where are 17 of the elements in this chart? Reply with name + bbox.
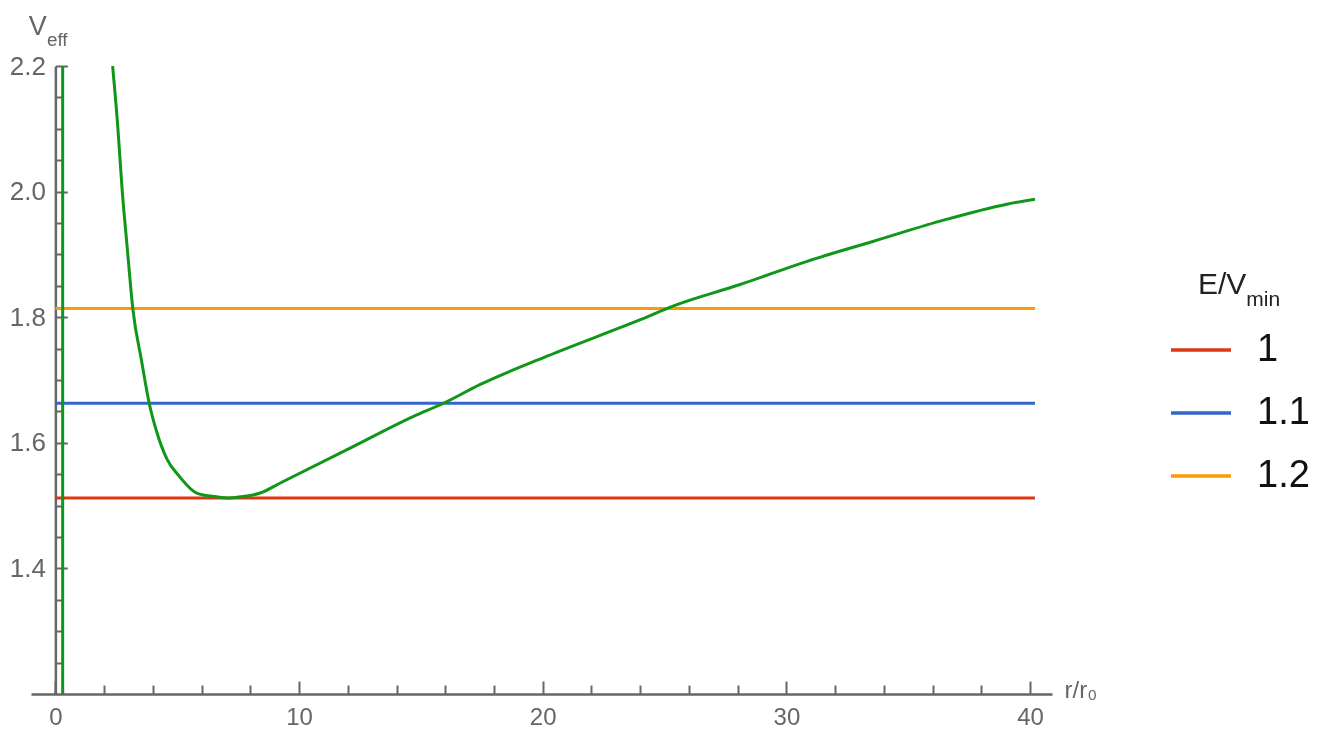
y-tick-label: 1.6 <box>9 427 46 458</box>
y-axis-title: V$_{eff}$ <box>28 10 69 49</box>
y-tick-label: 2.2 <box>9 50 46 81</box>
x-tick-label: 40 <box>1017 702 1044 730</box>
legend-label: 1 <box>1257 327 1279 369</box>
x-tick-label: 20 <box>529 702 557 730</box>
x-tick-label: 10 <box>286 702 313 730</box>
x-axis-title: r/r₀ <box>1064 675 1098 703</box>
y-tick-label: 2.0 <box>9 176 46 207</box>
legend-label: 1.2 <box>1257 453 1310 495</box>
x-tick-label: 30 <box>773 702 801 730</box>
x-tick-label: 0 <box>49 702 63 730</box>
legend-title: E/V$_{min}$ <box>1197 267 1281 310</box>
y-tick-label: 1.4 <box>9 552 46 583</box>
line-series <box>111 66 1037 500</box>
legend-label: 1.1 <box>1257 390 1310 432</box>
y-tick-label: 1.8 <box>9 301 46 332</box>
